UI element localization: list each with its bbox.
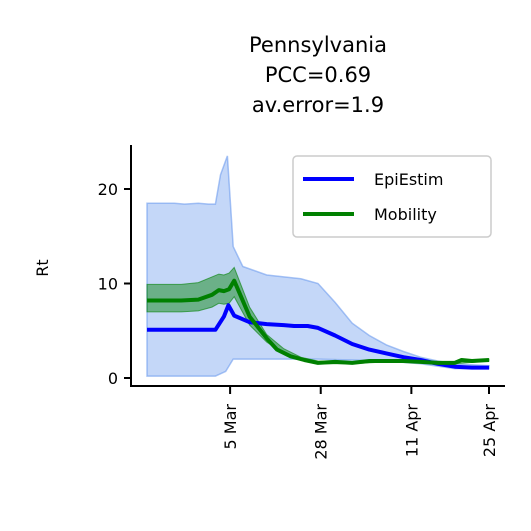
title-line-2: PCC=0.69 (265, 63, 371, 87)
x-tick-label: 28 Mar (312, 404, 331, 460)
plot-area (146, 155, 490, 377)
y-tick-label: 20 (98, 180, 118, 199)
title-line-1: Pennsylvania (249, 33, 387, 57)
legend-label-epiestim: EpiEstim (374, 170, 443, 189)
series-line-mobility (147, 278, 490, 365)
x-tick-label: 25 Apr (480, 404, 499, 458)
y-axis-label: Rt (33, 259, 52, 276)
title-line-3: av.error=1.9 (252, 93, 384, 117)
x-tick-label: 11 Apr (402, 404, 421, 458)
y-tick-label: 0 (108, 369, 118, 388)
x-ticks: 5 Mar 28 Mar 11 Apr 25 Apr (221, 386, 499, 460)
x-tick-label: 5 Mar (221, 404, 240, 450)
legend-label-mobility: Mobility (374, 205, 437, 224)
legend-box (292, 155, 492, 238)
y-tick-label: 10 (98, 275, 118, 294)
chart-title: Pennsylvania PCC=0.69 av.error=1.9 (249, 33, 387, 117)
legend: EpiEstim Mobility (292, 155, 492, 238)
y-ticks: 0 10 20 (98, 180, 131, 388)
